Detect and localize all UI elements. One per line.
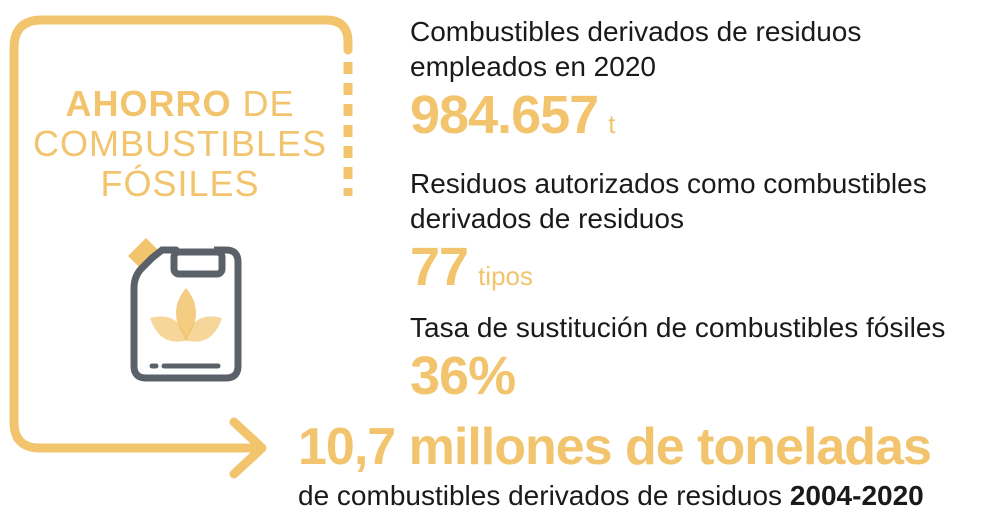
stat-label: Tasa de sustitución de combustibles fósi…: [410, 312, 946, 343]
stat-fuels-used: Combustibles derivados de residuos emple…: [410, 14, 970, 144]
section-title: AHORRO DE COMBUSTIBLES FÓSILES: [30, 84, 330, 204]
total-headline: 10,7 millones de toneladas: [298, 418, 932, 476]
stat-value: 77: [410, 237, 469, 297]
total-subtitle: de combustibles derivados de residuos: [298, 480, 783, 511]
stat-unit: tipos: [478, 261, 533, 291]
total-summary: 10,7 millones de toneladas de combustibl…: [298, 418, 932, 514]
stat-value: 36%: [410, 346, 516, 406]
title-line-1: AHORRO DE: [30, 84, 330, 124]
title-strong: AHORRO: [65, 83, 232, 124]
stat-value: 984.657: [410, 85, 599, 145]
fuel-canister-leaf-icon: [128, 238, 242, 382]
stat-value-row: 984.657 t: [410, 86, 970, 144]
stat-value-row: 36%: [410, 347, 970, 405]
stat-unit: t: [608, 109, 616, 139]
total-years: 2004-2020: [789, 480, 924, 511]
title-line-2: COMBUSTIBLES: [32, 123, 328, 164]
stat-label: Residuos autorizados como combustibles d…: [410, 168, 927, 234]
title-line-3: FÓSILES: [100, 163, 260, 204]
stat-substitution-rate: Tasa de sustitución de combustibles fósi…: [410, 310, 970, 405]
stat-value-row: 77 tipos: [410, 238, 970, 296]
title-light: DE: [242, 83, 295, 124]
stat-authorized-waste: Residuos autorizados como combustibles d…: [410, 166, 970, 296]
stat-label: Combustibles derivados de residuos emple…: [410, 16, 862, 82]
total-subtitle-line: de combustibles derivados de residuos 20…: [298, 478, 931, 514]
